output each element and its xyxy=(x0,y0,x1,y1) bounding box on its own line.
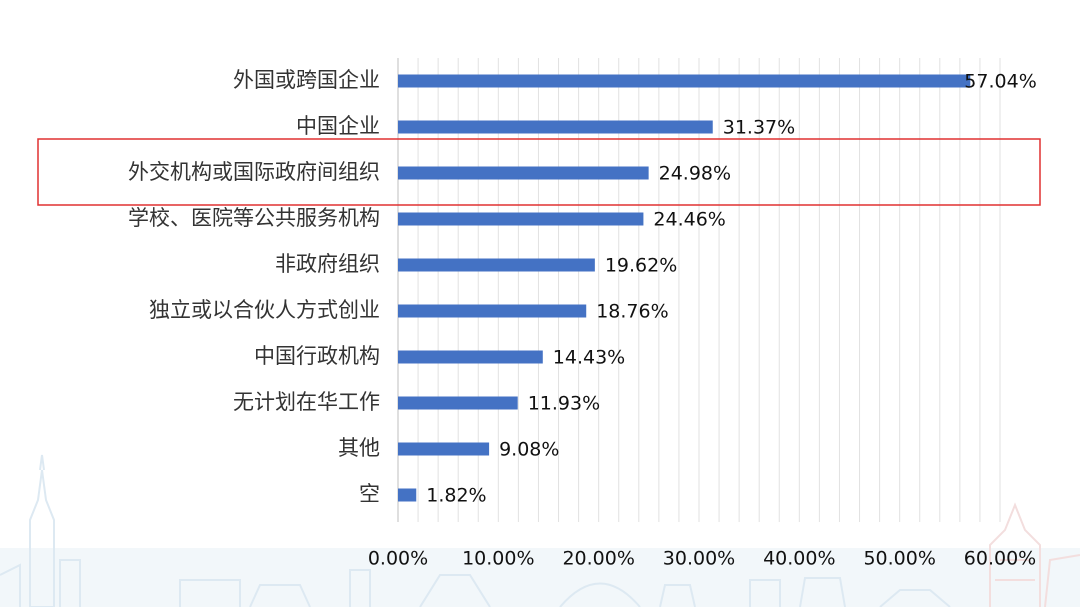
x-tick-label: 0.00% xyxy=(368,548,428,570)
data-label: 19.62% xyxy=(605,255,677,277)
grid-layer xyxy=(397,58,1001,522)
data-label: 11.93% xyxy=(528,393,600,415)
bar xyxy=(398,488,417,502)
data-label: 9.08% xyxy=(499,439,559,461)
bar xyxy=(398,258,595,272)
data-label: 1.82% xyxy=(426,485,486,507)
bar xyxy=(398,166,649,180)
x-tick-label: 50.00% xyxy=(863,548,935,570)
bar-layer xyxy=(398,74,971,502)
data-label: 24.46% xyxy=(653,209,725,231)
bar xyxy=(398,442,490,456)
data-label: 57.04% xyxy=(964,71,1036,93)
data-label: 18.76% xyxy=(596,301,668,323)
background-skyline-decoration xyxy=(0,454,1080,608)
category-label: 学校、医院等公共服务机构 xyxy=(128,206,380,230)
x-axis-ticks: 0.00% 10.00% 20.00% 30.00% 40.00% 50.00% 60.00… xyxy=(368,548,1036,570)
highlight-box xyxy=(37,138,1041,206)
x-tick-label: 10.00% xyxy=(462,548,534,570)
category-label: 独立或以合伙人方式创业 xyxy=(149,298,380,322)
category-label: 非政府组织 xyxy=(275,252,380,276)
data-label: 14.43% xyxy=(553,347,625,369)
category-label: 中国企业 xyxy=(296,114,380,138)
label-layer: 外国或跨国企业 57.04% 中国企业 31.37% 外交机构或国际政府间组织 24.98… xyxy=(128,68,1037,507)
x-tick-label: 60.00% xyxy=(964,548,1036,570)
bar xyxy=(398,350,543,364)
category-label: 无计划在华工作 xyxy=(233,390,380,414)
bar xyxy=(398,304,587,318)
category-label: 外国或跨国企业 xyxy=(233,68,380,92)
x-tick-label: 30.00% xyxy=(663,548,735,570)
data-label: 31.37% xyxy=(723,117,795,139)
category-label: 外交机构或国际政府间组织 xyxy=(128,160,380,184)
bar xyxy=(398,396,518,410)
category-label: 空 xyxy=(359,482,380,506)
data-label: 24.98% xyxy=(659,163,731,185)
bar xyxy=(398,120,713,134)
bar xyxy=(398,212,644,226)
category-label: 中国行政机构 xyxy=(254,344,380,368)
category-label: 其他 xyxy=(338,436,380,460)
bar xyxy=(398,74,971,88)
x-tick-label: 20.00% xyxy=(562,548,634,570)
x-tick-label: 40.00% xyxy=(763,548,835,570)
